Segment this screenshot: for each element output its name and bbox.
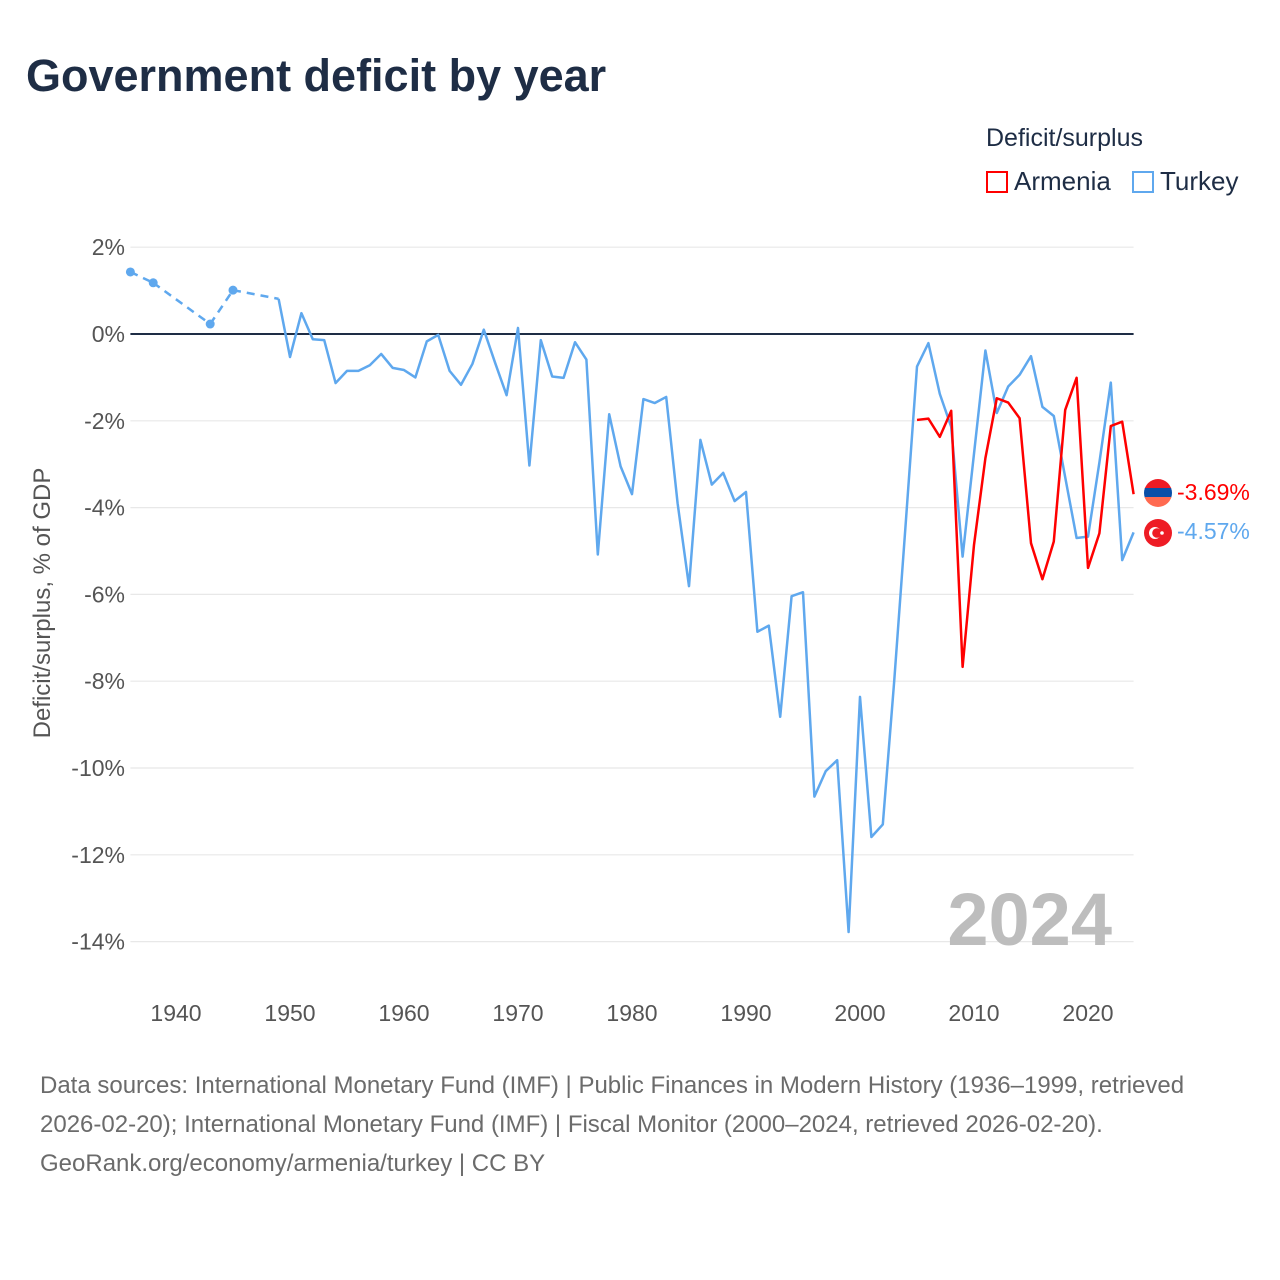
y-tick-label: -8%: [84, 668, 125, 694]
x-tick-label: 1950: [264, 1000, 315, 1026]
chart-plot: 2% 0% -2% -4% -6% -8% -10% -12% -14% 1940 1950 1960…: [29, 234, 1250, 1026]
legend-item-armenia[interactable]: Armenia: [986, 166, 1111, 197]
y-tick-label: 2%: [92, 234, 125, 260]
turkey-point: [228, 285, 238, 295]
armenia-flag-icon: [1144, 479, 1172, 507]
x-tick-label: 1980: [606, 1000, 657, 1026]
x-tick-label: 1940: [150, 1000, 201, 1026]
turkey-point: [205, 319, 215, 329]
legend-item-turkey[interactable]: Turkey: [1132, 166, 1239, 197]
legend-label-armenia: Armenia: [1014, 166, 1111, 196]
year-watermark: 2024: [947, 878, 1112, 961]
armenia-line: [916, 376, 1135, 669]
x-tick-label: 1990: [720, 1000, 771, 1026]
turkey-gap-line: [232, 288, 279, 301]
legend-swatch-armenia: [986, 170, 1008, 193]
armenia-end-label: -3.69%: [1177, 479, 1250, 505]
x-tick-label: 1960: [378, 1000, 429, 1026]
y-tick-label: -4%: [84, 495, 125, 521]
turkey-line: [277, 298, 1135, 934]
y-tick-label: -10%: [71, 755, 125, 781]
y-tick-label: -14%: [71, 929, 125, 955]
data-sources: Data sources: International Monetary Fun…: [40, 1072, 1185, 1138]
credit-link[interactable]: GeoRank.org/economy/armenia/turkey | CC …: [40, 1150, 546, 1177]
legend-swatch-turkey: [1132, 170, 1154, 193]
x-tick-label: 2000: [834, 1000, 885, 1026]
y-axis-label: Deficit/surplus, % of GDP: [29, 468, 56, 739]
legend-title: Deficit/surplus: [986, 124, 1143, 152]
turkey-flag-icon: [1144, 519, 1172, 547]
y-tick-label: -12%: [71, 842, 125, 868]
y-tick-label: 0%: [92, 321, 125, 347]
turkey-gap-line: [209, 289, 235, 325]
x-tick-label: 1970: [492, 1000, 543, 1026]
turkey-point: [125, 267, 135, 277]
turkey-point: [148, 278, 158, 288]
footer: Data sources: International Monetary Fun…: [40, 1066, 1240, 1183]
turkey-gap-line: [152, 281, 211, 326]
legend-label-turkey: Turkey: [1160, 166, 1239, 196]
x-tick-label: 2020: [1062, 1000, 1113, 1026]
x-tick-label: 2010: [948, 1000, 999, 1026]
y-tick-label: -6%: [84, 581, 125, 607]
chart-title: Government deficit by year: [26, 50, 607, 101]
y-tick-label: -2%: [84, 408, 125, 434]
turkey-end-label: -4.57%: [1177, 518, 1250, 544]
